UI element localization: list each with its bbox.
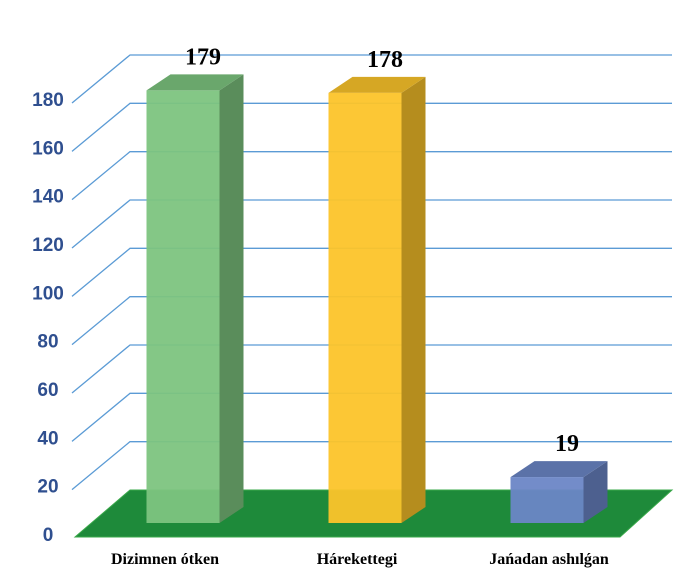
bar (328, 92, 402, 523)
y-tick-label: 180 (32, 90, 64, 111)
grid-line (71, 441, 672, 491)
bar-side (583, 461, 608, 523)
x-tick-label: Hárekettegi (317, 551, 398, 568)
bar-side (401, 76, 426, 523)
grid-line (71, 102, 672, 152)
x-tick-label: Dizimnen ótken (111, 551, 219, 568)
grid-line (71, 392, 672, 442)
y-tick-label: 60 (37, 380, 58, 401)
bar (510, 477, 584, 523)
bar (146, 90, 220, 524)
grid-line (71, 199, 672, 249)
y-tick-label: 140 (32, 187, 64, 208)
y-tick-label: 0 (43, 525, 54, 546)
y-tick-label: 40 (37, 428, 58, 449)
bar-top (328, 76, 426, 93)
x-tick-label: Jańadan ashılǵan (489, 551, 609, 568)
grid-line (71, 296, 672, 346)
y-tick-label: 100 (32, 283, 64, 304)
value-label: 179 (185, 44, 221, 70)
bar-top (146, 74, 244, 91)
y-tick-label: 160 (32, 138, 64, 159)
bar-top (510, 461, 608, 478)
grid-line (71, 247, 672, 297)
bar-side (219, 74, 244, 524)
y-tick-label: 120 (32, 235, 64, 256)
grid-line (71, 54, 672, 104)
value-label: 19 (555, 431, 579, 457)
y-tick-label: 80 (37, 332, 58, 353)
value-label: 178 (367, 47, 403, 73)
y-tick-label: 20 (37, 477, 58, 498)
grid-line (71, 151, 672, 201)
grid-line (71, 344, 672, 394)
